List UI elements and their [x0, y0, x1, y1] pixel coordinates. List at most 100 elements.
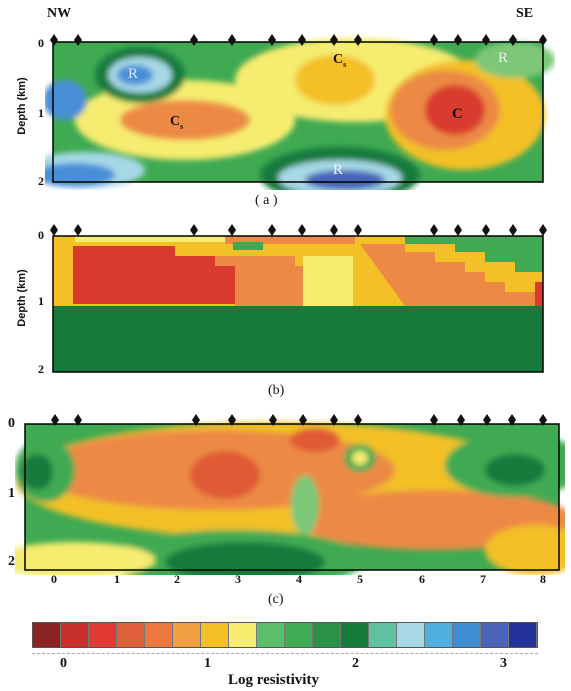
diamond-icon [508, 414, 516, 426]
colorbar-swatch [229, 623, 257, 647]
colorbar [32, 622, 538, 648]
x-tick-5: 5 [357, 572, 363, 586]
zone-a-16 [45, 80, 87, 120]
diamond-icon [539, 224, 547, 236]
zone-c-4 [190, 451, 260, 499]
colorbar-swatch [481, 623, 509, 647]
diamond-icon [454, 224, 462, 236]
diamond-icon [299, 414, 307, 426]
zone-c-8 [485, 454, 545, 486]
diamond-icon [74, 224, 82, 236]
diamond-icon [51, 414, 59, 426]
diamond-icon [50, 224, 58, 236]
resistivity-section-c [15, 422, 565, 575]
zone-c-15 [15, 542, 155, 575]
x-tick-8: 8 [540, 572, 546, 586]
colorbar-swatch [33, 623, 61, 647]
zone-c-12 [352, 451, 368, 465]
legend-tick-2: 2 [352, 656, 359, 671]
diamond-icon [430, 414, 438, 426]
diamond-icon [509, 34, 517, 46]
zone-c-6 [485, 525, 565, 575]
diamond-icon [228, 414, 236, 426]
model-b-block-3 [73, 272, 235, 304]
y-tick-a-1: 1 [38, 106, 44, 120]
colorbar-swatch [145, 623, 173, 647]
x-tick-2: 2 [174, 572, 180, 586]
diamond-icon [268, 224, 276, 236]
caption-a: ( a ) [255, 193, 278, 208]
label-cs-1: Cs [333, 52, 347, 69]
diamond-icon [192, 414, 200, 426]
zone-a-15 [45, 163, 115, 187]
colorbar-swatch [285, 623, 313, 647]
se-label: SE [516, 6, 534, 21]
resistivity-model-b [52, 235, 544, 373]
diamond-icon [354, 414, 362, 426]
diamond-icon [483, 414, 491, 426]
colorbar-swatch [369, 623, 397, 647]
zone-c-5 [290, 428, 340, 452]
model-b-block-7 [353, 244, 405, 306]
diamond-icon [228, 224, 236, 236]
caption-c: (c) [268, 592, 284, 607]
y-tick-a-2: 2 [38, 174, 44, 188]
diamond-icon [269, 414, 277, 426]
y-tick-b-2: 2 [38, 362, 44, 376]
label-r-1: R [128, 66, 139, 82]
label-c: C [452, 106, 463, 122]
x-tick-7: 7 [480, 572, 486, 586]
x-axis-c: 0 1 2 3 4 5 6 7 8 [25, 572, 559, 594]
x-tick-0: 0 [51, 572, 57, 586]
y-tick-c-2: 2 [8, 554, 15, 569]
diamond-icon [539, 414, 547, 426]
diamond-icon [330, 224, 338, 236]
model-b-block-12 [225, 236, 355, 244]
diamond-icon [190, 224, 198, 236]
zone-a-17 [475, 42, 555, 78]
y-tick-b-0: 0 [38, 228, 44, 242]
diamond-icon [330, 414, 338, 426]
x-tick-1: 1 [114, 572, 120, 586]
colorbar-swatch [313, 623, 341, 647]
y-tick-c-1: 1 [8, 486, 15, 501]
y-tick-b-1: 1 [38, 294, 44, 308]
colorbar-swatch [201, 623, 229, 647]
diamond-icon [50, 34, 58, 46]
model-b-frame [52, 235, 544, 373]
diamond-icon [430, 224, 438, 236]
colorbar-swatch [61, 623, 89, 647]
diamond-icon [457, 414, 465, 426]
model-b-block-10 [535, 282, 543, 306]
x-tick-6: 6 [419, 572, 425, 586]
diamond-icon [74, 34, 82, 46]
diamond-icon [74, 414, 82, 426]
section-a-frame [52, 41, 544, 183]
model-b-block-13 [233, 242, 263, 250]
colorbar-swatch [397, 623, 425, 647]
zone-a-5 [425, 85, 485, 135]
colorbar-swatch [257, 623, 285, 647]
colorbar-swatch [453, 623, 481, 647]
label-r-3: R [333, 162, 344, 178]
diamond-icon [482, 34, 490, 46]
diamond-icon [354, 224, 362, 236]
colorbar-swatch [173, 623, 201, 647]
zone-a-13 [305, 170, 385, 190]
legend-tick-0: 0 [60, 656, 67, 671]
y-tick-a-0: 0 [38, 36, 44, 50]
diamond-icon [228, 34, 236, 46]
colorbar-swatch [425, 623, 453, 647]
zone-a-7 [295, 55, 375, 105]
label-r-2: R [498, 50, 509, 66]
diamond-icon [268, 34, 276, 46]
model-b-block-11 [75, 236, 225, 242]
colorbar-swatch [117, 623, 145, 647]
diamond-icon [190, 34, 198, 46]
caption-b: (b) [268, 383, 285, 398]
legend-tick-3: 3 [500, 656, 507, 671]
diamond-icon [539, 34, 547, 46]
model-b-block-4 [175, 256, 345, 306]
legend-tick-1: 1 [204, 656, 211, 671]
